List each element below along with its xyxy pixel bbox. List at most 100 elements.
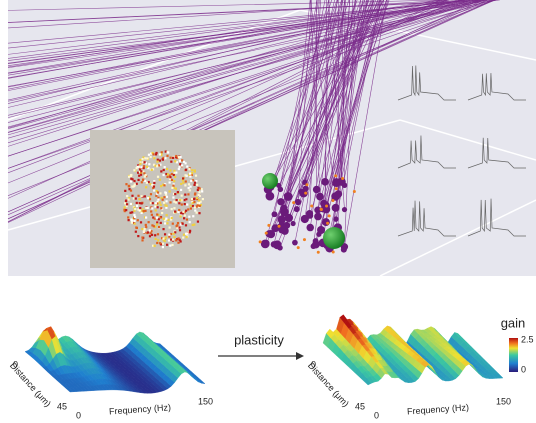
inset-point: [135, 167, 138, 170]
inset-point: [156, 206, 159, 209]
dendrite-line: [267, 0, 381, 190]
inset-point: [194, 209, 197, 212]
neuron: [292, 239, 298, 246]
inset-point: [195, 196, 198, 200]
inset-point: [176, 191, 179, 194]
inset-point: [125, 203, 129, 206]
inset-point: [176, 224, 179, 227]
inset-point: [158, 178, 161, 181]
inset-point: [193, 181, 197, 184]
inset-point: [188, 221, 191, 224]
inset-point: [178, 238, 181, 241]
synapse: [305, 183, 309, 187]
inset-point: [156, 241, 159, 245]
axon-line: [7, 0, 462, 108]
frequency-end: 150: [198, 396, 213, 406]
dendrite-line: [337, 0, 354, 228]
inset-point: [145, 186, 148, 189]
inset-point: [191, 223, 194, 227]
trace: [467, 137, 526, 169]
inset-point: [186, 232, 189, 235]
inset-point: [129, 180, 133, 183]
inset-point: [139, 171, 143, 175]
inset-point: [172, 184, 175, 187]
inset-point: [155, 223, 159, 226]
inset-point: [184, 168, 188, 171]
neuron: [283, 221, 291, 229]
inset-point: [136, 219, 139, 222]
inset-point: [201, 197, 204, 201]
inset-point: [169, 176, 172, 179]
axon-line: [7, 0, 482, 157]
neuron: [310, 243, 317, 250]
inset-point: [141, 208, 144, 211]
inset-point: [141, 227, 144, 231]
inset-point: [140, 211, 143, 215]
inset-point: [189, 172, 192, 175]
inset-point: [146, 157, 149, 160]
inset-point: [162, 168, 165, 172]
axon-line: [7, 0, 476, 91]
inset-point: [169, 218, 173, 221]
inset-point: [140, 195, 143, 198]
axon-line: [7, 0, 486, 136]
inset-point: [156, 191, 160, 194]
inset-point: [167, 239, 171, 242]
inset-point: [149, 155, 152, 159]
inset-point: [130, 218, 133, 221]
neuron: [316, 192, 324, 201]
inset-point: [195, 211, 198, 214]
dendrite-line: [317, 0, 387, 217]
inset-point: [154, 164, 157, 167]
inset-point: [140, 170, 143, 173]
inset-point: [160, 196, 163, 200]
inset-point: [154, 237, 157, 240]
inset-point: [145, 216, 148, 219]
inset-point: [162, 228, 165, 231]
frequency-label: Frequency (Hz): [109, 402, 172, 416]
inset-point: [184, 193, 187, 196]
inset-point: [162, 217, 165, 220]
dendrite-line: [343, 0, 387, 250]
inset-point: [180, 194, 183, 197]
inset-point: [129, 202, 133, 206]
neuron: [271, 211, 278, 218]
trace: [397, 135, 456, 169]
inset-point: [173, 207, 176, 210]
synapse: [302, 238, 306, 242]
inset-point: [165, 214, 168, 217]
inset-point: [184, 224, 188, 227]
inset-point: [146, 197, 150, 200]
inset-point: [179, 163, 182, 166]
inset-point: [172, 196, 175, 199]
distance-start: 0: [311, 359, 316, 369]
trace: [397, 65, 456, 101]
inset-point: [139, 221, 143, 224]
inset-point: [134, 197, 137, 200]
inset-point: [193, 198, 196, 201]
inset-point: [131, 194, 134, 197]
inset-point: [175, 239, 178, 242]
dendrite-line: [269, 0, 338, 197]
neuron: [284, 213, 294, 223]
inset-point: [142, 210, 145, 213]
inset-point: [145, 165, 149, 168]
inset-point: [146, 206, 149, 209]
neuron: [266, 229, 276, 239]
inset-point: [196, 188, 199, 192]
inset-point: [151, 207, 154, 210]
inset-point: [152, 153, 155, 156]
inset-point: [136, 165, 139, 169]
inset-point: [143, 227, 146, 231]
inset-point: [170, 178, 174, 182]
neuron: [298, 189, 304, 195]
frequency-label: Frequency (Hz): [407, 402, 470, 416]
inset-point: [139, 158, 142, 162]
inset-point: [166, 222, 169, 225]
inset-point: [174, 175, 177, 178]
inset-point: [168, 181, 171, 184]
inset-point: [173, 171, 176, 174]
inset-point: [153, 244, 156, 247]
inset-point: [123, 208, 126, 211]
neuron: [312, 238, 319, 244]
